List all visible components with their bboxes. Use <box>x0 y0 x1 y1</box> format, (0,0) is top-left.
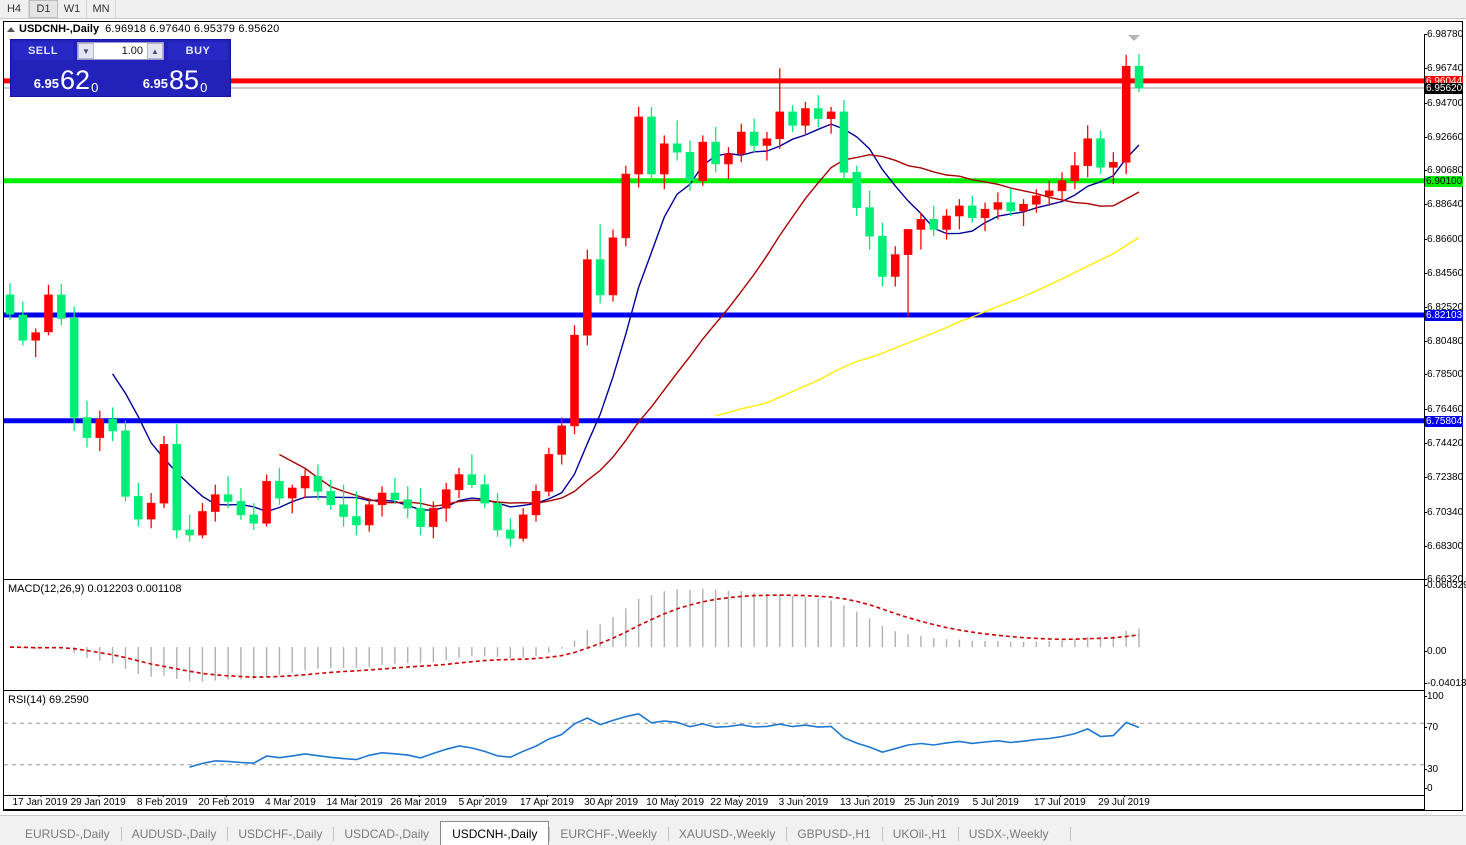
buy-price-fraction: 0 <box>200 80 208 95</box>
macd-tick: -0.040135 <box>1423 679 1466 689</box>
date-tick-label: 5 Apr 2019 <box>458 795 507 808</box>
sell-price-pips: 62 <box>60 65 91 95</box>
rsi-tick: 70 <box>1423 722 1439 734</box>
timeframe-d1[interactable]: D1 <box>29 0 58 18</box>
price-tick: 6.84560 <box>1423 267 1464 279</box>
timeframe-w1[interactable]: W1 <box>58 0 87 18</box>
date-tick-label: 13 Jun 2019 <box>839 795 896 808</box>
macd-tick: 0.00 <box>1423 646 1447 658</box>
date-tick-label: 25 Jun 2019 <box>904 795 960 808</box>
price-tick: 6.74420 <box>1423 438 1464 449</box>
oct-top-row: SELL ▼ 1.00 ▲ BUY <box>11 40 230 62</box>
chart-tab-gbpusdh1[interactable]: GBPUSD-,H1 <box>786 823 881 845</box>
sell-price-display[interactable]: 6.95 62 0 <box>13 62 119 94</box>
price-tick: 6.88640 <box>1423 199 1464 211</box>
sell-price-prefix: 6.95 <box>33 76 60 91</box>
buy-button[interactable]: BUY <box>168 42 228 60</box>
rsi-tick: 0 <box>1424 783 1433 794</box>
price-tick: 6.82520 <box>1423 302 1464 313</box>
price-tick: 6.70340 <box>1423 506 1464 518</box>
date-tick-label: 29 Jan 2019 <box>70 795 126 808</box>
price-tick: 6.68300 <box>1423 540 1464 552</box>
rsi-tick: 100 <box>1424 691 1444 702</box>
date-tick-label: 14 Mar 2019 <box>326 795 383 808</box>
price-tick: 6.98780 <box>1423 29 1464 40</box>
chart-header: USDCNH-,Daily 6.96918 6.97640 6.95379 6.… <box>4 22 1462 35</box>
buy-price-pips: 85 <box>169 65 200 95</box>
collapse-triangle-icon[interactable] <box>7 26 15 32</box>
tab-separator <box>1069 827 1071 841</box>
date-axis[interactable]: 17 Jan 2019 29 Jan 2019 8 Feb 2019 20 Feb 2… <box>4 795 1425 810</box>
price-chart-svg <box>4 54 1425 547</box>
date-tick-label: 22 May 2019 <box>710 795 769 808</box>
date-tick-label: 3 Jun 2019 <box>778 795 829 808</box>
scroll-position-marker-icon[interactable] <box>1128 35 1140 41</box>
chart-tab-bar[interactable]: EURUSD-,Daily AUDUSD-,Daily USDCHF-,Daily U… <box>0 815 1466 845</box>
volume-increment-icon[interactable]: ▲ <box>147 43 163 59</box>
chart-tab-eurusddaily[interactable]: EURUSD-,Daily <box>25 827 110 841</box>
sell-button[interactable]: SELL <box>13 42 73 60</box>
date-tick-label: 17 Jan 2019 <box>12 795 68 808</box>
oct-price-row: 6.95 62 0 6.95 85 0 <box>11 62 230 96</box>
date-tick-label: 30 Apr 2019 <box>584 795 639 808</box>
volume-input[interactable]: 1.00 <box>121 45 143 57</box>
rsi-tick: 30 <box>1423 763 1439 775</box>
chart-tab-usdcaddaily[interactable]: USDCAD-,Daily <box>333 823 440 845</box>
timeframe-h4[interactable]: H4 <box>0 0 29 18</box>
sell-price-fraction: 0 <box>91 80 99 95</box>
buy-price-display[interactable]: 6.95 85 0 <box>122 62 228 94</box>
date-tick-label: 4 Mar 2019 <box>265 795 316 808</box>
ohlc-values: 6.96918 6.97640 6.95379 6.95620 <box>105 22 280 35</box>
rsi-label: RSI(14) 69.2590 <box>8 694 89 706</box>
price-level-tag[interactable]: 6.82103 <box>1425 310 1464 321</box>
price-level-tag[interactable]: 6.96044 <box>1425 75 1464 87</box>
price-tick: 6.90680 <box>1423 164 1464 176</box>
price-tick: 6.66320 <box>1423 574 1464 585</box>
rsi-pane[interactable] <box>4 692 1425 796</box>
chart-tab-xauusdweekly[interactable]: XAUUSD-,Weekly <box>667 823 786 845</box>
chart-tab-usdcnhdaily[interactable]: USDCNH-,Daily <box>440 821 550 845</box>
price-tick: 6.92660 <box>1423 131 1464 143</box>
price-tick: 6.94700 <box>1423 97 1464 109</box>
chart-tab-eurchfweekly[interactable]: EURCHF-,Weekly <box>549 823 667 845</box>
date-tick-label: 17 Jul 2019 <box>1034 795 1086 808</box>
buy-price-prefix: 6.95 <box>142 76 169 91</box>
chart-tab-ukoilh1[interactable]: UKOil-,H1 <box>881 823 958 845</box>
chart-tab-usdxweekly[interactable]: USDX-,Weekly <box>957 823 1060 845</box>
price-level-tag[interactable]: 6.95620 <box>1425 83 1464 95</box>
price-tick: 6.72380 <box>1423 472 1464 484</box>
timeframe-mn[interactable]: MN <box>87 0 116 18</box>
macd-label: MACD(12,26,9) 0.012203 0.001108 <box>8 583 182 595</box>
toolbar-spacer <box>116 0 1466 18</box>
volume-stepper[interactable]: ▼ 1.00 ▲ <box>77 42 164 60</box>
price-tick: 6.78500 <box>1423 369 1464 381</box>
date-tick-label: 10 May 2019 <box>646 795 705 808</box>
chart-window: USDCNH-,Daily 6.96918 6.97640 6.95379 6.… <box>3 21 1466 811</box>
date-tick-label: 17 Apr 2019 <box>519 795 574 808</box>
chart-tab-usdchfdaily[interactable]: USDCHF-,Daily <box>227 823 333 845</box>
date-tick-label: 20 Feb 2019 <box>198 795 255 808</box>
price-tick: 6.96740 <box>1423 63 1464 75</box>
rsi-chart-svg <box>4 712 1425 768</box>
volume-decrement-icon[interactable]: ▼ <box>78 43 94 59</box>
date-tick-label: 5 Jul 2019 <box>972 795 1019 808</box>
price-tick: 6.80480 <box>1423 336 1464 348</box>
chart-tab-audusddaily[interactable]: AUDUSD-,Daily <box>120 823 228 845</box>
price-level-tag[interactable]: 6.75804 <box>1425 415 1464 427</box>
date-tick-label: 8 Feb 2019 <box>136 795 188 808</box>
timeframe-toolbar: H4 D1 W1 MN <box>0 0 1466 19</box>
one-click-trading-panel[interactable]: SELL ▼ 1.00 ▲ BUY 6.95 62 0 6.95 85 0 <box>10 39 231 97</box>
macd-tick: 0.060329 <box>1424 581 1466 591</box>
date-tick-label: 29 Jul 2019 <box>1098 795 1150 808</box>
price-tick: 6.86600 <box>1423 233 1464 245</box>
macd-chart-svg <box>9 588 1140 682</box>
price-scale[interactable]: 6.98780 6.96740 6.94700 6.92660 6.90680 6.886… <box>1423 30 1466 810</box>
page-title: USDCNH-,Daily <box>19 22 100 35</box>
price-pane[interactable] <box>4 35 1425 580</box>
macd-pane[interactable] <box>4 581 1425 691</box>
price-tick: 6.76460 <box>1423 403 1464 415</box>
date-tick-label: 26 Mar 2019 <box>390 795 447 808</box>
price-level-tag[interactable]: 6.90100 <box>1425 175 1464 187</box>
